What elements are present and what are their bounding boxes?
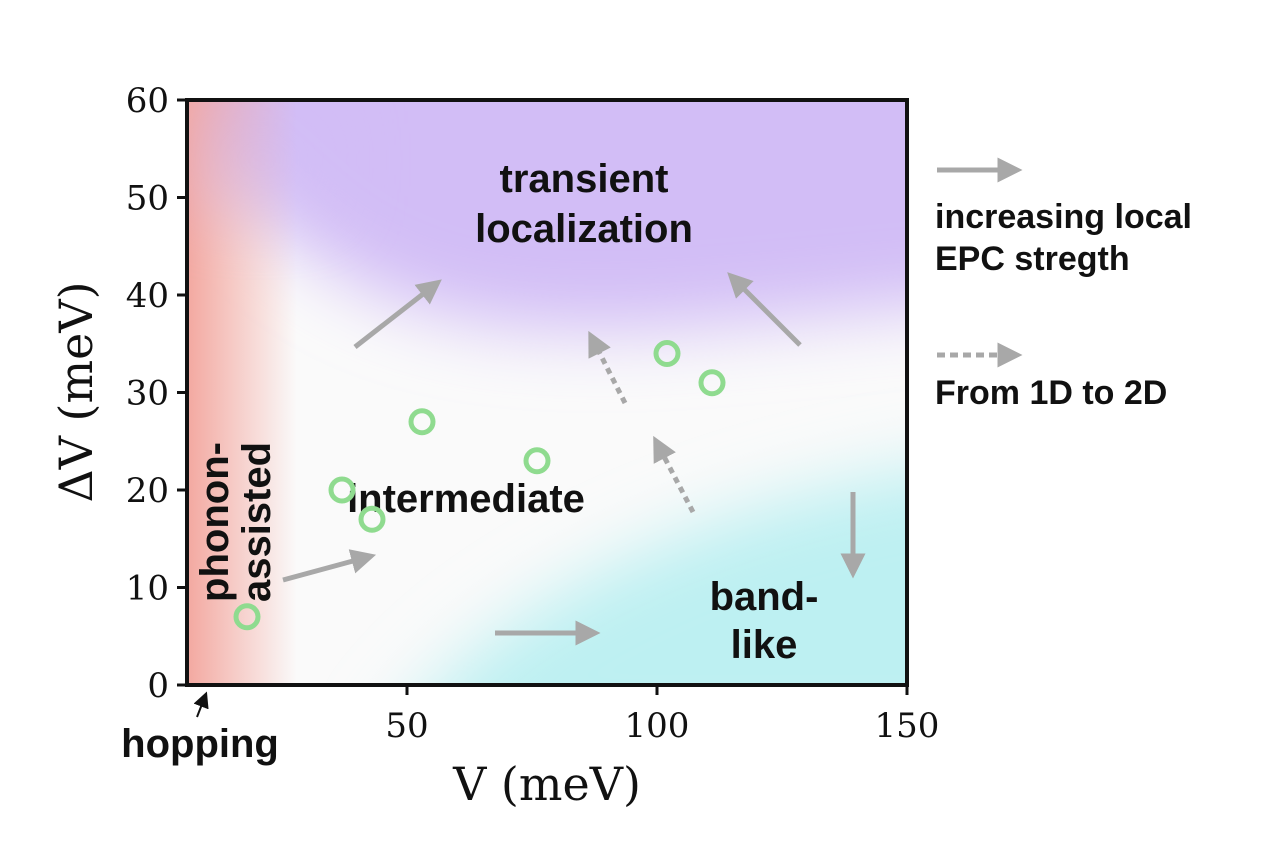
region-label: band- [710,575,819,619]
arrows [193,157,1023,718]
y-tick-label: 30 [126,374,169,414]
data-point [408,408,436,436]
legend-text: increasing local [935,198,1192,236]
data-point [233,603,261,631]
region-label: intermediate [347,477,585,521]
region-label: localization [475,207,693,251]
region-label: assisted [235,442,279,602]
x-tick-label: 100 [625,706,690,746]
x-tick-label: 150 [875,706,940,746]
data-point [328,476,356,504]
y-tick-label: 60 [126,81,169,121]
y-tick-label: 50 [126,179,169,219]
data-point [358,505,386,533]
y-tick-label: 10 [126,569,169,609]
y-tick-label: 20 [126,471,169,511]
y-axis-label: ΔV (meV) [49,281,103,502]
data-point [523,447,551,475]
legend-text: EPC stregth [935,240,1130,278]
x-axis-label: V (meV) [452,757,641,811]
data-point [698,369,726,397]
region-label: like [731,623,798,667]
x-tick-label: 50 [385,706,428,746]
region-label: hopping [121,722,279,766]
top-left-mask [187,100,337,220]
y-tick-label: 40 [126,276,169,316]
region-label: transient [500,157,669,201]
data-point [653,340,681,367]
region-label: phonon- [193,442,237,602]
legend-text: From 1D to 2D [935,374,1167,412]
y-tick-label: 0 [147,666,169,706]
